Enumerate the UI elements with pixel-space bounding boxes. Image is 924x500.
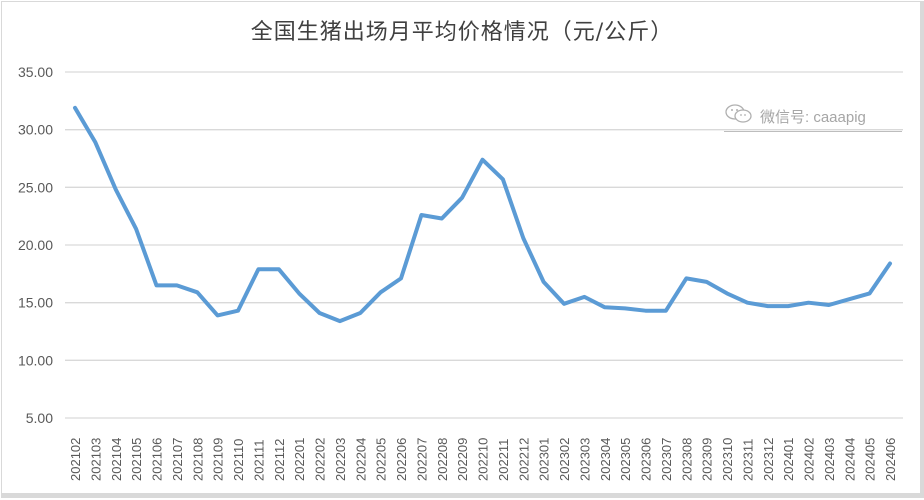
x-tick-label: 202306 [639,438,654,481]
x-tick-label: 202311 [740,439,755,481]
x-tick-label: 202108 [190,438,205,481]
x-tick-label: 202309 [700,438,715,481]
x-tick-label: 202312 [761,438,776,481]
x-tick-label: 202109 [211,438,226,481]
x-tick-label: 202403 [822,438,837,481]
y-tick-label: 10.00 [18,352,53,368]
x-tick-label: 202405 [863,438,878,481]
x-tick-label: 202211 [496,439,511,481]
x-tick-label: 202202 [313,438,328,481]
watermark-underline [724,131,902,132]
price-line [73,105,892,324]
x-tick-label: 202102 [68,438,83,481]
x-tick-label: 202212 [516,438,531,481]
x-tick-label: 202310 [720,438,735,481]
gridlines [65,71,903,419]
y-tick-label: 25.00 [18,179,53,195]
x-tick-label: 202304 [598,438,613,481]
y-tick-label: 5.00 [26,410,53,426]
x-tick-label: 202406 [883,438,898,481]
x-tick-label: 202402 [802,438,817,481]
x-tick-label: 202302 [557,438,572,481]
x-tick-label: 202308 [679,438,694,481]
watermark-text: 微信号: caaapig [760,108,866,126]
x-tick-label: 202112 [272,439,287,481]
x-axis-labels: 202102 202103 202104 202105 202106 202107 2021… [68,438,898,481]
x-tick-label: 202201 [292,438,307,481]
x-tick-label: 202210 [476,438,491,481]
y-tick-label: 30.00 [18,122,53,138]
y-axis-labels: 35.00 30.00 25.00 20.00 15.00 10.00 5.00 [18,64,53,426]
x-tick-label: 202203 [333,438,348,481]
x-tick-label: 202404 [842,438,857,481]
x-tick-label: 202103 [88,438,103,481]
watermark: 微信号: caaapig [724,104,904,128]
x-tick-label: 202307 [659,438,674,481]
y-tick-label: 35.00 [18,64,53,80]
x-tick-label: 202301 [537,438,552,481]
x-tick-label: 202110 [231,439,246,481]
x-tick-label: 202204 [353,438,368,481]
x-tick-label: 202107 [170,438,185,481]
x-tick-label: 202105 [129,438,144,481]
x-tick-label: 202303 [577,438,592,481]
x-tick-label: 202401 [781,438,796,481]
x-tick-label: 202111 [251,440,266,481]
x-tick-label: 202104 [109,438,124,481]
x-tick-label: 202209 [455,438,470,481]
y-tick-label: 20.00 [18,237,53,253]
x-tick-label: 202205 [374,438,389,481]
chart-title: 全国生猪出场月平均价格情况（元/公斤） [250,20,674,45]
y-tick-label: 15.00 [18,295,53,311]
x-tick-label: 202208 [435,438,450,481]
x-tick-label: 202106 [150,438,165,481]
x-tick-label: 202207 [414,438,429,481]
wechat-icon [724,103,754,129]
x-tick-label: 202305 [618,438,633,481]
x-tick-label: 202206 [394,438,409,481]
